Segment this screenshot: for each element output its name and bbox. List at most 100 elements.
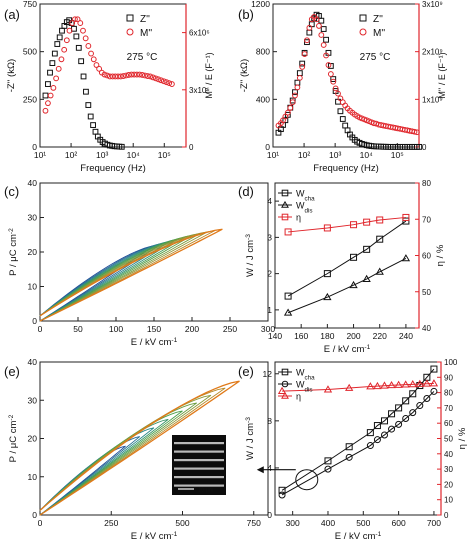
scale-bar-label: 10 μm: [198, 488, 214, 494]
data-point: [337, 108, 344, 115]
y-tick-label: 0: [32, 316, 37, 326]
data-point: [323, 292, 332, 301]
micrograph-band: [174, 467, 224, 470]
data-point: [58, 56, 65, 63]
data-point: [325, 62, 332, 68]
x-axis-label-part: E / kV cm: [131, 531, 172, 540]
x-axis-label-part: -1: [171, 531, 177, 538]
data-point: [388, 425, 396, 433]
legend-label: M'': [373, 28, 385, 39]
data-point: [380, 381, 389, 389]
data-point: [408, 380, 417, 388]
legend-label-part: cha: [305, 195, 316, 202]
data-point: [324, 465, 332, 473]
data-point: [327, 71, 334, 77]
y-tick-label: 1: [267, 305, 272, 315]
data-point: [339, 99, 346, 106]
data-point: [429, 379, 439, 387]
x-tick-label: 600: [392, 518, 406, 528]
y2-axis-label: M'' / E (F⁻¹): [437, 52, 447, 98]
y-axis-label: P / μC cm-2: [8, 414, 20, 462]
data-point: [283, 308, 293, 316]
y2-tick-label: 70: [444, 404, 453, 413]
data-point: [294, 79, 301, 86]
y-axis-label-part: -2: [8, 414, 15, 420]
y2-tick-label: 80: [444, 389, 453, 398]
data-point: [152, 75, 159, 82]
data-point: [128, 71, 135, 78]
data-point: [296, 70, 303, 77]
data-point: [323, 36, 329, 43]
data-point: [136, 71, 143, 78]
data-point: [380, 417, 388, 425]
data-point: [413, 129, 420, 136]
y-tick-label: 40: [28, 357, 38, 367]
y-tick-label: 30: [28, 395, 38, 405]
series-line: [288, 216, 406, 233]
data-point: [422, 379, 432, 387]
micrograph-band: [174, 450, 224, 453]
data-point: [411, 128, 418, 135]
data-point: [123, 72, 129, 79]
y2-tick-label: 6x10⁶: [189, 29, 210, 38]
data-point: [42, 107, 49, 114]
y2-tick-label: 0: [422, 143, 427, 152]
y-axis-label-part: W / J cm: [245, 240, 256, 277]
data-point: [349, 280, 358, 289]
y-axis-label-part: P / μC cm: [8, 234, 19, 276]
y2-tick-label: 60: [422, 252, 431, 261]
data-point: [109, 73, 116, 80]
x-tick-label: 700: [427, 518, 441, 528]
x-tick-label: 400: [321, 518, 335, 528]
legend-label: η: [296, 213, 301, 223]
data-point: [284, 228, 292, 236]
data-point: [289, 97, 296, 104]
data-point: [168, 81, 175, 87]
data-point: [330, 76, 337, 82]
plot-frame: [272, 3, 420, 148]
x-tick-label: 220: [373, 331, 387, 341]
x-tick-label: 200: [185, 324, 199, 334]
data-point: [107, 73, 113, 80]
x-tick-label: 300: [261, 324, 275, 334]
data-point: [342, 122, 349, 129]
data-point: [142, 72, 148, 79]
y2-tick-label: 40: [422, 324, 431, 333]
energy-chart: 300 400 500 600 7000481201020304050607080901…: [245, 358, 469, 540]
legend-label: Z'': [140, 14, 150, 25]
x-tick-label: 180: [320, 331, 334, 341]
x-tick-label: 10³: [96, 150, 108, 160]
annotation: 275 °C: [127, 52, 158, 63]
pe-loop: [39, 394, 212, 516]
data-point: [284, 292, 292, 300]
y-axis-label: W / J cm-3: [245, 417, 257, 460]
y2-tick-label: 1x10⁹: [422, 95, 443, 104]
data-point: [51, 50, 58, 57]
data-point: [150, 74, 156, 81]
panel-label: (e): [238, 364, 254, 379]
y2-tick-label: 0: [444, 511, 449, 520]
data-point: [373, 436, 381, 444]
y-axis-label: -Z'' (kΩ): [239, 59, 250, 92]
data-point: [320, 42, 327, 48]
x-tick-label: 500: [356, 518, 370, 528]
y2-tick-label: 40: [444, 450, 453, 459]
legend-label-part: W: [296, 368, 305, 378]
x-axis-label-part: -1: [364, 344, 370, 351]
x-tick-label: 150: [147, 324, 161, 334]
y-tick-label: 250: [23, 94, 37, 104]
data-point: [92, 128, 99, 135]
pe-loop: [39, 427, 155, 516]
data-point: [85, 43, 92, 49]
legend-label: M'': [140, 28, 152, 39]
data-point: [115, 73, 121, 80]
data-point: [394, 380, 403, 388]
data-point: [118, 143, 125, 150]
data-point: [402, 397, 410, 405]
data-point: [59, 27, 65, 34]
legend-label-part: dis: [305, 386, 313, 393]
y2-tick-label: 30: [444, 465, 453, 474]
data-point: [395, 404, 403, 412]
legend-label-part: cha: [305, 374, 316, 381]
y-tick-label: 3: [267, 232, 272, 242]
